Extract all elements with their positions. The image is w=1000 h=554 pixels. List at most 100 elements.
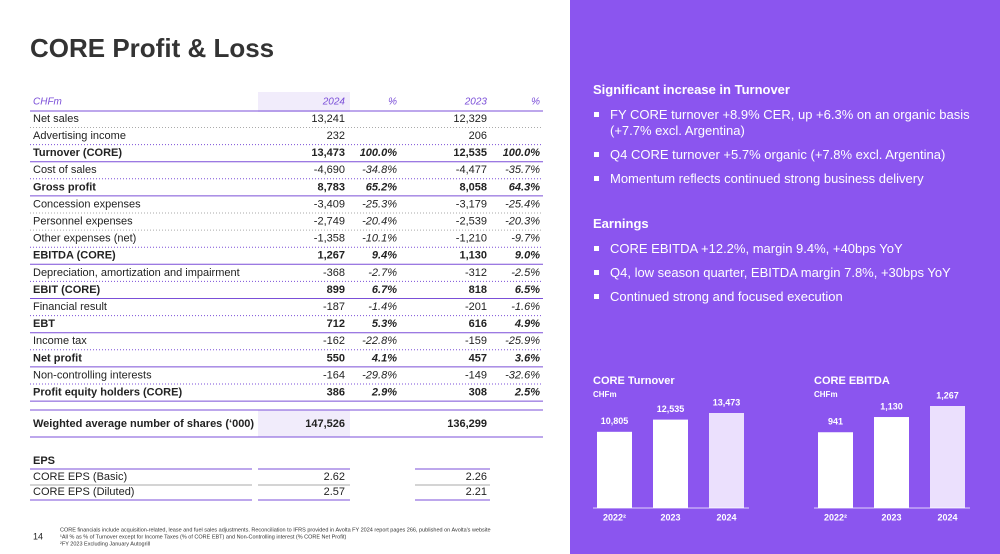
bullet: Q4, low season quarter, EBITDA margin 7.…: [593, 265, 970, 281]
value-label: 1,130: [880, 401, 903, 411]
table-cell: 457: [469, 352, 487, 364]
table-cell: 147,526: [305, 418, 345, 430]
slide-title: CORE Profit & Loss: [30, 33, 274, 63]
column-header: 2023: [464, 97, 488, 108]
table-cell: 1,267: [317, 250, 345, 262]
table-cell: 9.0%: [515, 250, 540, 262]
table-cell: 818: [469, 284, 487, 296]
column-highlight: [258, 92, 350, 112]
table-cell: -159: [465, 335, 487, 347]
table-cell: 232: [327, 130, 345, 142]
table-cell: 8,783: [317, 181, 345, 193]
table-cell: CORE EPS (Diluted): [33, 486, 134, 498]
section-heading: Significant increase in Turnover: [593, 82, 790, 97]
value-label: 941: [828, 417, 843, 427]
table-cell: -1.4%: [368, 301, 397, 313]
table-cell: -2,749: [314, 216, 345, 228]
category-label: 2023: [660, 512, 680, 522]
table-cell: EBITDA (CORE): [33, 250, 116, 262]
table-cell: 5.3%: [372, 318, 397, 330]
table-cell: -312: [465, 267, 487, 279]
table-cell: 4.1%: [371, 352, 397, 364]
table-cell: -25.9%: [505, 335, 540, 347]
table-cell: -32.6%: [505, 369, 540, 381]
table-cell: 1,130: [459, 250, 487, 262]
table-cell: -25.4%: [505, 198, 540, 210]
table-cell: -25.3%: [362, 198, 397, 210]
table-cell: 2.26: [466, 471, 487, 483]
column-highlight: [258, 410, 350, 437]
bullet-list: CORE EBITDA +12.2%, margin 9.4%, +40bps …: [593, 241, 978, 305]
bar: [874, 417, 909, 508]
table-cell: 64.3%: [509, 181, 540, 193]
table-cell: -10.1%: [362, 233, 397, 245]
table-cell: -1.6%: [511, 301, 540, 313]
chart-subtitle: CHFm: [814, 390, 838, 399]
table-cell: Concession expenses: [33, 198, 141, 210]
table-cell: -20.4%: [362, 216, 397, 228]
footnote: ²FY 2023 Excluding January Autogrill: [60, 541, 150, 547]
table-cell: 2.5%: [514, 387, 540, 399]
table-cell: 9.4%: [372, 250, 397, 262]
column-header: CHFm: [33, 97, 62, 108]
table-cell: Profit equity holders (CORE): [33, 387, 182, 399]
category-label: 2023: [881, 512, 901, 522]
table-cell: 100.0%: [503, 147, 541, 159]
footnote: ¹All % as % of Turnover except for Incom…: [60, 534, 346, 540]
table-cell: -22.8%: [362, 335, 397, 347]
table-cell: -1,358: [314, 233, 345, 245]
bullet: CORE EBITDA +12.2%, margin 9.4%, +40bps …: [593, 241, 970, 257]
table-cell: Turnover (CORE): [33, 147, 122, 159]
bar: [709, 413, 744, 508]
table-cell: Gross profit: [33, 181, 96, 193]
table-cell: 2.9%: [371, 387, 397, 399]
bullet: Q4 CORE turnover +5.7% organic (+7.8% ex…: [593, 147, 970, 163]
table-cell: 65.2%: [366, 181, 397, 193]
table-cell: -3,179: [456, 198, 487, 210]
category-label: 2024: [937, 512, 957, 522]
bullet: Momentum reflects continued strong busin…: [593, 171, 970, 187]
value-label: 10,805: [601, 416, 629, 426]
side-panel: [570, 0, 1000, 554]
footnote: CORE financials include acquisition-rela…: [60, 527, 491, 533]
bullet: FY CORE turnover +8.9% CER, up +6.3% on …: [593, 107, 970, 139]
category-label: 2022²: [603, 512, 626, 522]
table-cell: 6.5%: [515, 284, 540, 296]
column-header: %: [531, 97, 540, 108]
table-cell: 712: [327, 318, 345, 330]
table-cell: -187: [323, 301, 345, 313]
table-cell: -29.8%: [362, 369, 397, 381]
table-cell: Net sales: [33, 113, 79, 125]
table-cell: -20.3%: [505, 216, 540, 228]
table-cell: 100.0%: [360, 147, 398, 159]
bullet: Continued strong and focused execution: [593, 289, 970, 305]
table-cell: -368: [323, 267, 345, 279]
bar: [597, 431, 632, 508]
table-cell: Depreciation, amortization and impairmen…: [33, 267, 240, 279]
table-cell: Financial result: [33, 301, 107, 313]
table-cell: 4.9%: [514, 318, 540, 330]
table-cell: -162: [323, 335, 345, 347]
table-cell: -34.8%: [362, 164, 397, 176]
table-cell: Advertising income: [33, 130, 126, 142]
table-cell: 2.62: [324, 471, 345, 483]
table-cell: EBIT (CORE): [33, 284, 101, 296]
eps-heading: EPS: [33, 455, 55, 467]
table-cell: -9.7%: [511, 233, 540, 245]
column-header: 2024: [322, 97, 346, 108]
table-cell: 8,058: [459, 181, 487, 193]
value-label: 13,473: [713, 397, 741, 407]
table-cell: -2.5%: [511, 267, 540, 279]
table-cell: -1,210: [456, 233, 487, 245]
table-cell: -2,539: [456, 216, 487, 228]
table-cell: 616: [469, 318, 487, 330]
table-cell: 206: [469, 130, 487, 142]
table-cell: 386: [327, 387, 345, 399]
table-cell: 899: [327, 284, 345, 296]
table-cell: 12,535: [453, 147, 487, 159]
table-cell: Income tax: [33, 335, 87, 347]
table-cell: 13,473: [311, 147, 345, 159]
table-cell: Cost of sales: [33, 164, 97, 176]
